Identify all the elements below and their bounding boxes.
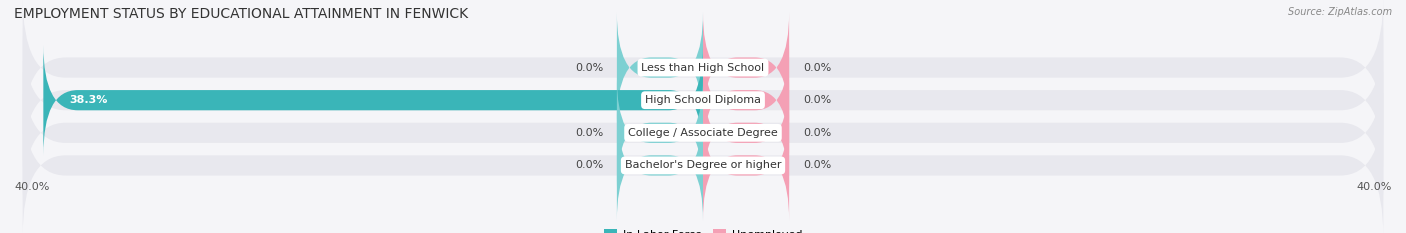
Text: 0.0%: 0.0% [575,128,603,138]
FancyBboxPatch shape [22,94,1384,233]
Text: 0.0%: 0.0% [575,161,603,170]
FancyBboxPatch shape [617,78,703,188]
Text: EMPLOYMENT STATUS BY EDUCATIONAL ATTAINMENT IN FENWICK: EMPLOYMENT STATUS BY EDUCATIONAL ATTAINM… [14,7,468,21]
FancyBboxPatch shape [703,110,789,221]
FancyBboxPatch shape [22,61,1384,204]
FancyBboxPatch shape [703,45,789,155]
Text: Less than High School: Less than High School [641,63,765,72]
Text: 0.0%: 0.0% [803,95,831,105]
Text: 0.0%: 0.0% [575,63,603,72]
Text: 40.0%: 40.0% [1357,182,1392,192]
FancyBboxPatch shape [22,0,1384,139]
Text: 0.0%: 0.0% [803,128,831,138]
Text: Bachelor's Degree or higher: Bachelor's Degree or higher [624,161,782,170]
FancyBboxPatch shape [703,78,789,188]
FancyBboxPatch shape [44,45,703,155]
Text: 0.0%: 0.0% [803,63,831,72]
Legend: In Labor Force, Unemployed: In Labor Force, Unemployed [599,225,807,233]
Text: 40.0%: 40.0% [14,182,49,192]
Text: College / Associate Degree: College / Associate Degree [628,128,778,138]
Text: High School Diploma: High School Diploma [645,95,761,105]
Text: 38.3%: 38.3% [69,95,107,105]
FancyBboxPatch shape [617,12,703,123]
FancyBboxPatch shape [22,29,1384,172]
FancyBboxPatch shape [703,12,789,123]
Text: 0.0%: 0.0% [803,161,831,170]
FancyBboxPatch shape [617,110,703,221]
Text: Source: ZipAtlas.com: Source: ZipAtlas.com [1288,7,1392,17]
